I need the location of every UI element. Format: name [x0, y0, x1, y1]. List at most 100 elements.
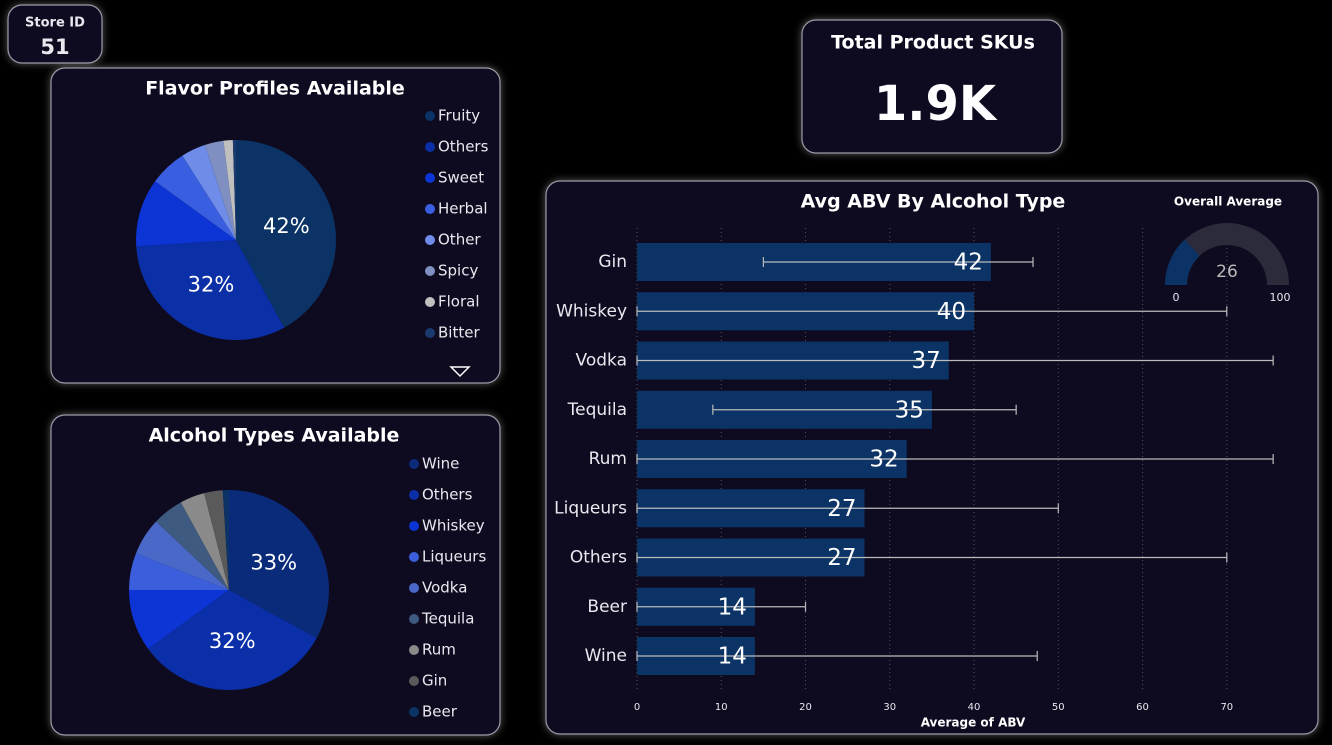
- value-label: 42: [954, 250, 983, 276]
- legend-marker: [425, 142, 435, 152]
- value-label: 40: [937, 299, 966, 325]
- legend-marker: [425, 266, 435, 276]
- pie-slice: [136, 240, 285, 341]
- error-bar: [636, 503, 1059, 514]
- x-tick-label: 10: [715, 702, 728, 713]
- legend-marker: [409, 521, 419, 531]
- chart-title: Flavor Profiles Available: [145, 78, 405, 100]
- pie-slice: [180, 493, 229, 590]
- pie-slice: [232, 140, 236, 240]
- legend-label: Herbal: [438, 200, 488, 218]
- value-label: 32: [869, 447, 898, 473]
- legend-label: Liqueurs: [422, 548, 486, 566]
- y-tick-label: Rum: [589, 449, 627, 469]
- legend-marker: [425, 235, 435, 245]
- legend-label: Gin: [422, 672, 447, 690]
- store-card: [7, 4, 103, 64]
- store-value: 51: [40, 35, 69, 59]
- x-tick-label: 40: [968, 702, 981, 713]
- value-label: 27: [827, 496, 856, 522]
- legend-label: Floral: [438, 293, 480, 311]
- sku-value: 1.9K: [874, 76, 998, 132]
- store-label: Store ID: [25, 16, 85, 31]
- legend-label: Rum: [422, 641, 456, 659]
- y-tick-label: Liqueurs: [554, 498, 627, 518]
- error-bar: [762, 257, 1034, 267]
- gauge-value-label: 26: [1216, 262, 1238, 282]
- slice-label: 32%: [209, 629, 256, 653]
- pie-slice: [229, 490, 329, 639]
- legend-marker: [409, 707, 419, 717]
- y-tick-label: Beer: [587, 597, 627, 617]
- pie-slice: [129, 553, 229, 590]
- gauge-track: [1165, 223, 1289, 285]
- error-bar: [636, 552, 1228, 563]
- x-tick-label: 60: [1136, 702, 1149, 713]
- pie-slice: [223, 140, 236, 240]
- pie-slice: [222, 490, 229, 590]
- legend-marker: [409, 490, 419, 500]
- x-tick-label: 0: [634, 702, 640, 713]
- error-bar: [636, 355, 1274, 366]
- x-axis-title: Average of ABV: [921, 716, 1026, 730]
- legend-marker: [409, 552, 419, 562]
- legend-label: Fruity: [438, 107, 480, 125]
- pie-slice: [236, 140, 336, 328]
- legend-marker: [425, 297, 435, 307]
- value-label: 14: [718, 594, 747, 620]
- legend-marker: [425, 328, 435, 338]
- error-bar: [636, 454, 1274, 464]
- legend-label: Wine: [422, 455, 459, 473]
- error-bar: [636, 601, 807, 612]
- scroll-arrow[interactable]: [449, 366, 471, 378]
- slice-label: 32%: [188, 273, 235, 297]
- x-tick-label: 20: [799, 702, 812, 713]
- error-bar: [636, 651, 1038, 661]
- legend-marker: [409, 614, 419, 624]
- value-label: 14: [718, 644, 747, 670]
- legend-marker: [409, 645, 419, 655]
- y-tick-label: Vodka: [576, 351, 627, 371]
- legend-label: Sweet: [438, 169, 484, 187]
- error-bar: [636, 306, 1228, 317]
- chart-title: Avg ABV By Alcohol Type: [801, 191, 1066, 213]
- pie-slice: [182, 144, 236, 240]
- pie-slice: [136, 521, 229, 590]
- y-tick-label: Whiskey: [556, 301, 627, 321]
- chart-title: Alcohol Types Available: [149, 425, 400, 447]
- pie-slice: [204, 490, 229, 590]
- pie-slice: [155, 155, 236, 240]
- legend-label: Beer: [422, 703, 458, 721]
- gauge-value: [1165, 239, 1200, 285]
- y-tick-label: Wine: [585, 646, 627, 666]
- legend-label: Others: [438, 138, 489, 156]
- pie-slice: [136, 181, 236, 247]
- legend-marker: [409, 676, 419, 686]
- legend-label: Bitter: [438, 324, 480, 342]
- slice-label: 42%: [263, 214, 310, 238]
- y-tick-label: Others: [570, 548, 627, 568]
- sku-label: Total Product SKUs: [831, 32, 1035, 54]
- legend-label: Vodka: [422, 579, 467, 597]
- pie-slice: [148, 590, 317, 690]
- sku-card: [801, 19, 1063, 154]
- gauge-title: Overall Average: [1174, 195, 1282, 209]
- slice-label: 33%: [250, 551, 297, 575]
- gauge-max-label: 100: [1270, 291, 1291, 304]
- x-tick-label: 30: [883, 702, 896, 713]
- value-label: 35: [895, 397, 924, 423]
- legend-label: Other: [438, 231, 481, 249]
- legend-marker: [409, 459, 419, 469]
- legend-marker: [409, 583, 419, 593]
- pie-slice: [156, 502, 229, 590]
- legend-marker: [425, 111, 435, 121]
- legend-label: Spicy: [438, 262, 478, 280]
- pie-slice: [129, 590, 229, 649]
- x-tick-label: 50: [1052, 702, 1065, 713]
- pie-slice: [205, 140, 236, 240]
- legend-marker: [425, 204, 435, 214]
- x-tick-label: 70: [1220, 702, 1233, 713]
- legend-label: Whiskey: [422, 517, 485, 535]
- error-bar: [712, 404, 1017, 415]
